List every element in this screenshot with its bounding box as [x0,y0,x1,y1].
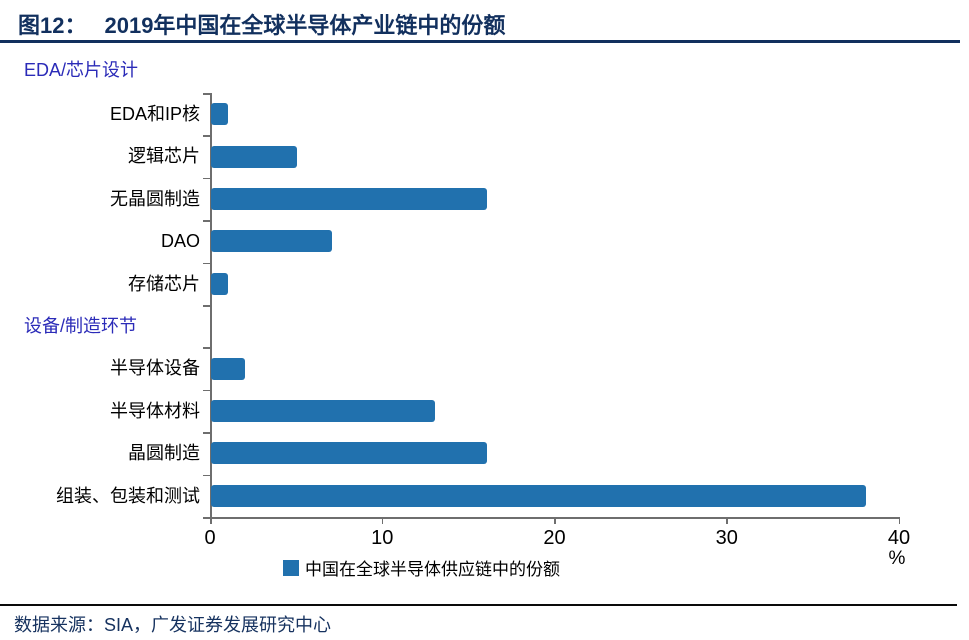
category-label: 半导体材料 [110,400,200,421]
x-tick-label: 20 [543,527,566,549]
legend-label: 中国在全球半导体供应链中的份额 [305,560,560,579]
y-axis-tick [203,517,210,519]
y-axis-tick [203,474,210,477]
bar [211,188,487,210]
y-axis-tick [203,262,210,265]
x-tick-label: 30 [715,527,738,549]
category-label: 晶圆制造 [128,443,200,464]
y-axis-tick [203,305,210,307]
section-header-equipment-manufacturing: 设备/制造环节 [24,316,138,336]
title-divider [0,40,960,43]
category-label: 逻辑芯片 [128,146,200,167]
bar [211,442,487,465]
bar [211,145,298,168]
category-label: 无晶圆制造 [110,188,200,209]
bar [211,357,246,380]
axis-unit-label: % [888,548,906,569]
bar [211,400,435,422]
y-axis-tick [203,135,210,137]
category-label: 半导体设备 [110,358,200,379]
y-axis-tick [203,389,210,392]
x-axis-tick [209,517,211,524]
figure-number-label: 图12： [18,13,87,38]
y-axis-tick [203,177,210,180]
data-source-text: 数据来源：SIA，广发证券发展研究中心 [14,615,332,635]
y-axis-tick [203,347,210,349]
x-axis-tick [898,517,900,524]
category-label: 存储芯片 [128,273,200,294]
footer-divider [0,604,957,606]
bar [211,230,332,253]
x-tick-label: 10 [371,527,394,549]
legend-swatch-icon [283,559,299,576]
x-axis-tick [381,517,384,524]
y-axis-line [210,93,212,524]
x-axis-tick [726,517,728,524]
category-label: DAO [160,231,200,252]
figure-header: 图12： 2019年中国在全球半导体产业链中的份额 [18,8,505,40]
x-tick-label: 0 [204,527,216,549]
bar [211,103,229,126]
bar [211,272,229,295]
figure-title: 2019年中国在全球半导体产业链中的份额 [104,13,506,38]
y-axis-tick [203,432,210,434]
y-axis-tick [203,220,210,222]
x-tick-label: 40 [887,527,911,549]
bar [211,484,866,507]
x-axis-tick [554,517,556,524]
chart-legend: 中国在全球半导体供应链中的份额 [283,555,560,580]
category-label: 组装、包装和测试 [56,485,200,506]
section-header-eda-chip-design: EDA/芯片设计 [24,60,139,80]
category-label: EDA和IP核 [109,104,200,124]
y-axis-tick [203,93,210,95]
